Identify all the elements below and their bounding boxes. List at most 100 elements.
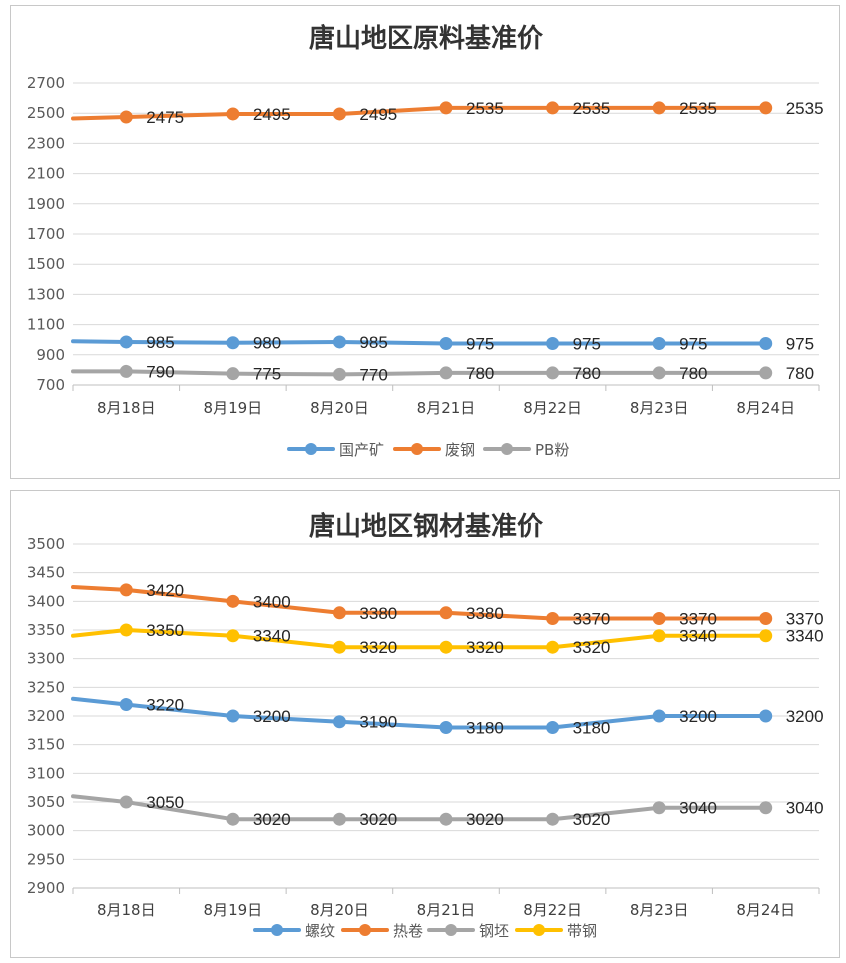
legend-label: 国产矿 (339, 441, 384, 459)
data-label: 3400 (253, 592, 291, 611)
data-label: 975 (466, 334, 494, 353)
y-tick-label: 900 (36, 346, 65, 364)
data-label: 3020 (253, 810, 291, 829)
legend-marker (533, 924, 545, 936)
data-point (332, 606, 346, 620)
data-label: 775 (253, 365, 281, 384)
y-tick-label: 3000 (27, 822, 65, 840)
y-tick-label: 1100 (27, 316, 65, 334)
y-tick-label: 1500 (27, 255, 65, 273)
x-tick-label: 8月19日 (204, 901, 263, 919)
y-tick-label: 2100 (27, 165, 65, 183)
data-label: 3370 (573, 610, 611, 629)
data-label: 790 (146, 362, 174, 381)
data-label: 3340 (679, 627, 717, 646)
legend-label: 废钢 (445, 441, 475, 459)
data-point (546, 812, 560, 826)
series-line-0 (71, 339, 768, 346)
x-tick-label: 8月23日 (630, 399, 689, 417)
data-label: 2495 (253, 105, 291, 124)
legend-label: 带钢 (567, 922, 597, 940)
x-tick-label: 8月21日 (417, 901, 476, 919)
data-label: 3220 (146, 696, 184, 715)
y-tick-label: 3150 (27, 736, 65, 754)
data-label: 2535 (466, 99, 504, 118)
legend-marker (359, 924, 371, 936)
data-label: 3370 (679, 610, 717, 629)
x-tick-label: 8月20日 (310, 901, 369, 919)
data-label: 3420 (146, 581, 184, 600)
data-point (119, 364, 133, 378)
x-tick-label: 8月22日 (523, 399, 582, 417)
y-tick-label: 3100 (27, 764, 65, 782)
x-tick-label: 8月20日 (310, 399, 369, 417)
y-tick-label: 1300 (27, 285, 65, 303)
data-label: 3050 (146, 793, 184, 812)
data-point (439, 640, 453, 654)
data-point (119, 795, 133, 809)
steel-chart: 唐山地区钢材基准价 2900 2950 3000 3050 3100 3150 3200 325… (27, 511, 824, 940)
data-label: 2535 (786, 99, 824, 118)
data-label: 975 (786, 334, 814, 353)
legend-marker (305, 443, 317, 455)
data-label: 3340 (786, 627, 824, 646)
legend-label: PB粉 (535, 441, 569, 459)
data-point (652, 366, 666, 380)
series-line-2 (71, 794, 768, 822)
data-point (119, 335, 133, 349)
series-line-1 (71, 585, 768, 621)
data-point (119, 110, 133, 124)
y-tick-label: 700 (36, 376, 65, 394)
data-point (332, 335, 346, 349)
data-label: 3180 (466, 718, 504, 737)
y-tick-label: 2950 (27, 850, 65, 868)
data-point (119, 698, 133, 712)
data-point (226, 336, 240, 350)
data-label: 985 (146, 333, 174, 352)
data-label: 3320 (573, 638, 611, 657)
data-point (332, 715, 346, 729)
data-label: 3040 (679, 799, 717, 818)
data-label: 975 (573, 334, 601, 353)
data-label: 3320 (466, 638, 504, 657)
data-point (759, 101, 773, 115)
data-label: 2535 (573, 99, 611, 118)
data-point (439, 101, 453, 115)
data-point (652, 612, 666, 626)
y-tick-label: 3400 (27, 592, 65, 610)
chart-title: 唐山地区钢材基准价 (309, 511, 544, 542)
data-label: 975 (679, 334, 707, 353)
legend-label: 螺纹 (305, 922, 335, 940)
data-point (439, 336, 453, 350)
x-tick-label: 8月18日 (97, 399, 156, 417)
data-label: 3380 (466, 604, 504, 623)
data-point (546, 336, 560, 350)
data-point (226, 367, 240, 381)
data-point (546, 640, 560, 654)
x-tick-label: 8月21日 (417, 399, 476, 417)
data-point (759, 801, 773, 815)
data-point (546, 720, 560, 734)
y-tick-label: 2500 (27, 104, 65, 122)
data-label: 2475 (146, 108, 184, 127)
series-line-0 (71, 696, 768, 730)
y-tick-label: 3300 (27, 650, 65, 668)
data-point (226, 107, 240, 121)
legend-marker (501, 443, 513, 455)
data-point (759, 336, 773, 350)
x-tick-label: 8月24日 (736, 399, 795, 417)
data-point (546, 612, 560, 626)
data-point (652, 709, 666, 723)
data-point (226, 812, 240, 826)
y-tick-label: 3350 (27, 621, 65, 639)
data-point (759, 709, 773, 723)
data-point (332, 107, 346, 121)
data-label: 3020 (466, 810, 504, 829)
y-tick-label: 2300 (27, 134, 65, 152)
data-point (439, 366, 453, 380)
data-label: 2495 (359, 105, 397, 124)
data-label: 3200 (679, 707, 717, 726)
data-point (652, 336, 666, 350)
series-line-3 (71, 628, 768, 650)
y-tick-label: 3450 (27, 564, 65, 582)
